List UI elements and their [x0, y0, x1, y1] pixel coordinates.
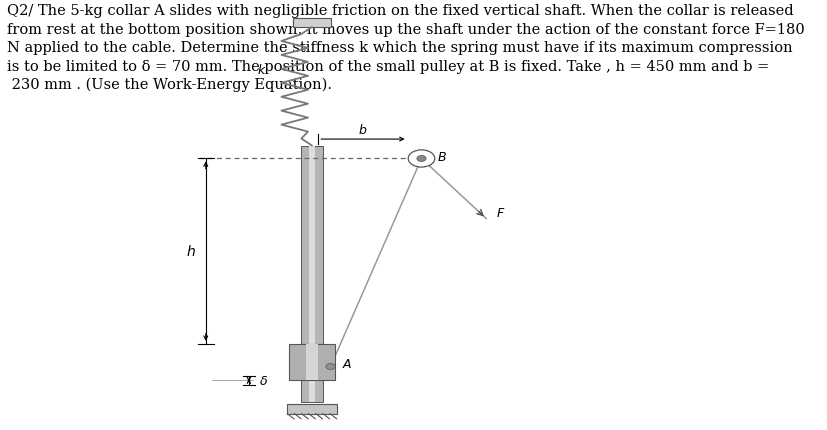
Circle shape: [417, 156, 426, 162]
Polygon shape: [287, 404, 337, 414]
Polygon shape: [306, 344, 318, 381]
Text: h: h: [187, 245, 195, 258]
Polygon shape: [309, 146, 315, 402]
Text: δ: δ: [260, 374, 267, 387]
Text: A: A: [342, 358, 351, 371]
Polygon shape: [293, 18, 331, 28]
Text: F: F: [496, 207, 504, 220]
Circle shape: [409, 150, 435, 168]
Text: B: B: [438, 150, 447, 163]
Text: Q2/ The 5-kg collar A slides with negligible friction on the fixed vertical shaf: Q2/ The 5-kg collar A slides with neglig…: [7, 4, 805, 92]
Polygon shape: [301, 146, 323, 402]
Text: k: k: [257, 63, 265, 77]
Circle shape: [326, 364, 335, 370]
Polygon shape: [289, 344, 335, 381]
Text: b: b: [359, 123, 367, 136]
